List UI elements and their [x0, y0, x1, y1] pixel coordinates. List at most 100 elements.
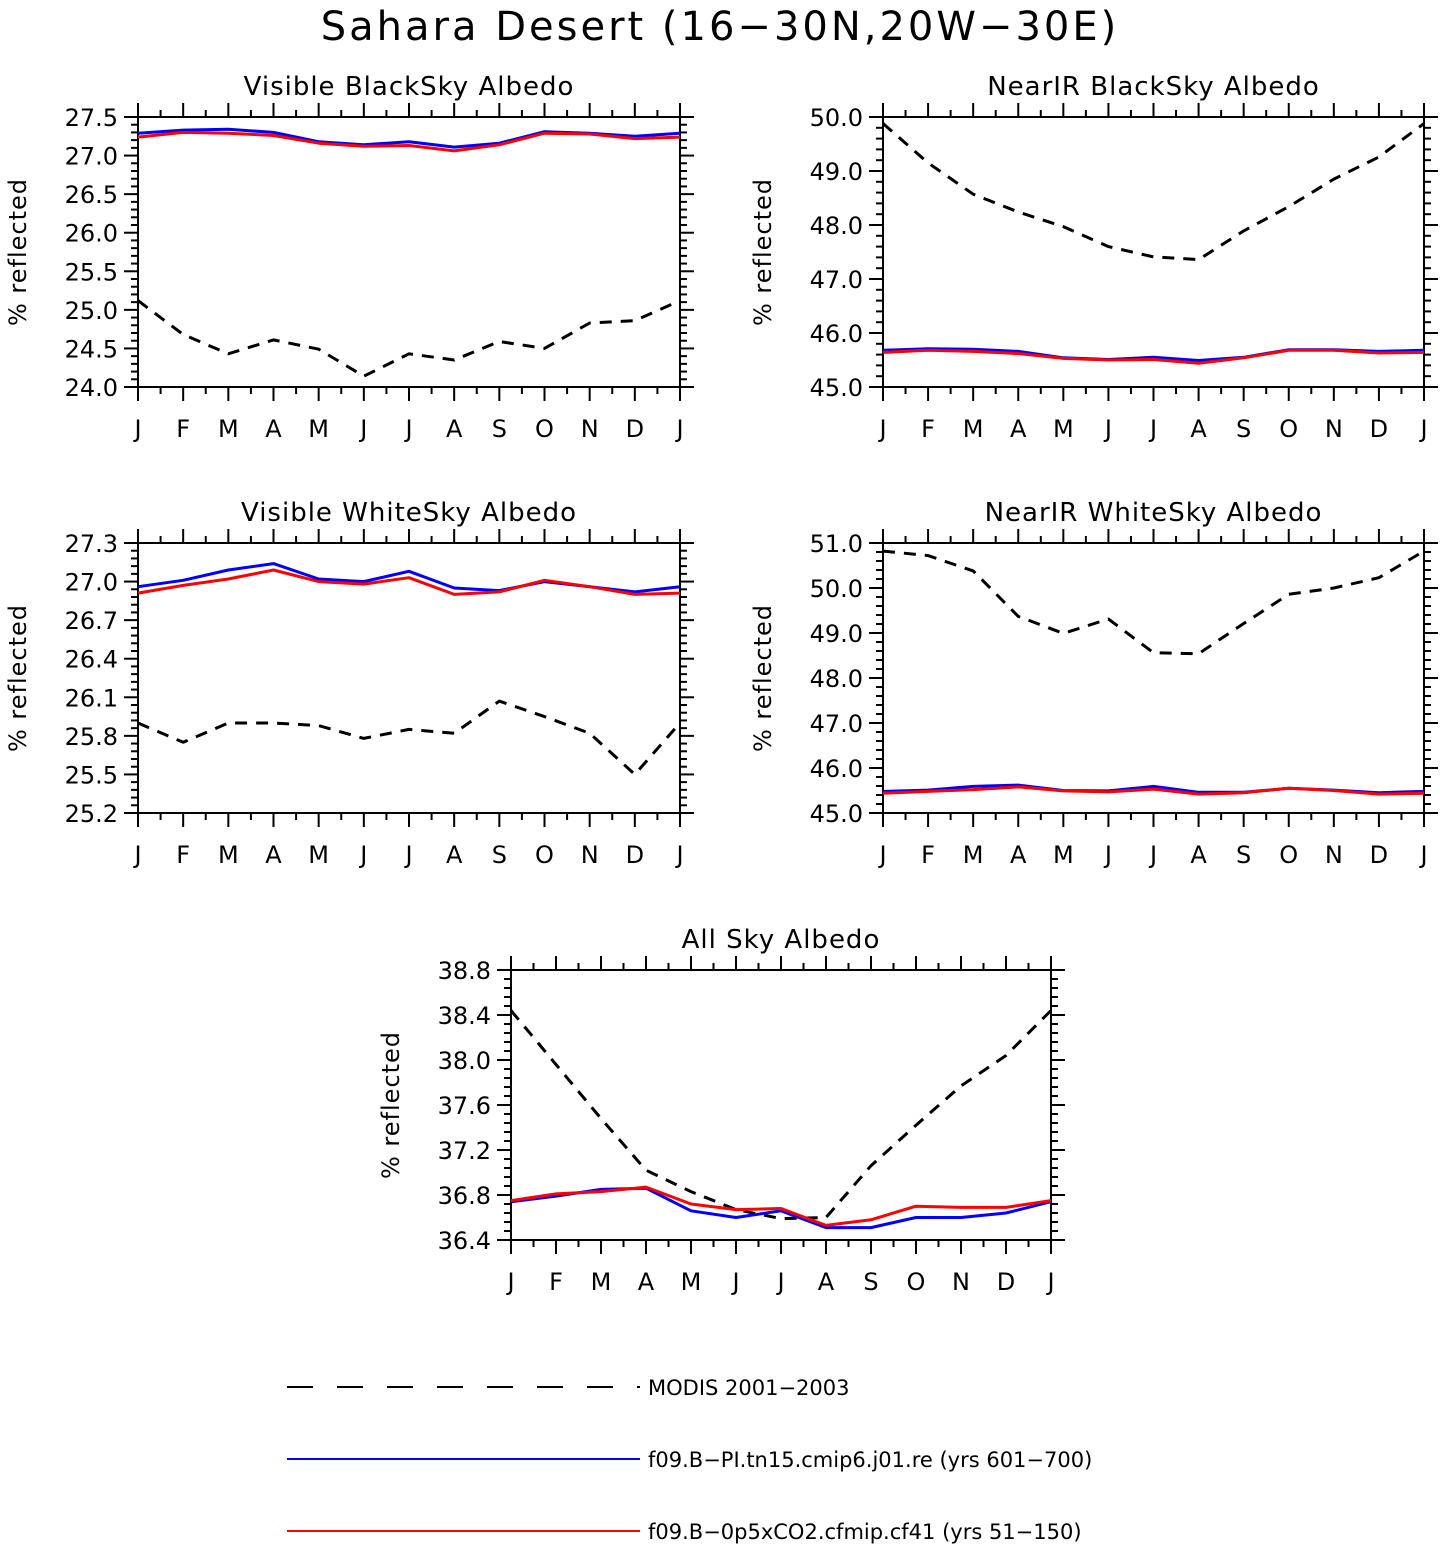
x-tick-label: J: [403, 415, 412, 443]
x-tick-label: J: [674, 415, 683, 443]
y-axis-label: % reflected: [749, 178, 777, 326]
y-tick-label: 47.0: [810, 266, 863, 294]
x-tick-label: D: [1370, 415, 1388, 443]
x-tick-label: M: [218, 841, 239, 869]
legend-label-co2: f09.B−0p5xCO2.cfmip.cf41 (yrs 51−150): [648, 1520, 1082, 1544]
y-tick-label: 49.0: [810, 158, 863, 186]
panel-5: J F M A M J J A S O N D J36.436.837.237.638.038.438.…: [377, 925, 1065, 1296]
x-tick-label: A: [446, 841, 463, 869]
x-tick-label: O: [535, 415, 554, 443]
x-tick-label: J: [1045, 1268, 1054, 1296]
x-tick-label: M: [308, 841, 329, 869]
series-line-co2: [510, 1185, 1052, 1227]
x-tick-label: A: [1010, 415, 1027, 443]
x-tick-label: N: [581, 415, 599, 443]
panel-title: Visible WhiteSky Albedo: [241, 498, 577, 528]
x-tick-label: F: [921, 415, 935, 443]
panel-2: J F M A M J J A S O N D J45.046.047.048.049.050.0Nea…: [749, 72, 1438, 443]
y-tick-label: 25.5: [65, 258, 118, 286]
x-tick-label: A: [265, 415, 282, 443]
series-line-modis: [882, 122, 1425, 262]
x-tick-label: D: [1370, 841, 1388, 869]
x-tick-label: F: [176, 841, 190, 869]
x-tick-label: J: [358, 841, 367, 869]
x-tick-label: J: [403, 841, 412, 869]
panels: J F M A M J J A S O N D J24.024.525.025.526.026.527.…: [4, 72, 1438, 1296]
y-tick-label: 46.0: [810, 320, 863, 348]
x-tick-label: J: [1148, 415, 1157, 443]
series-line-modis: [137, 699, 682, 776]
x-tick-label: D: [997, 1268, 1015, 1296]
y-tick-label: 36.8: [438, 1182, 491, 1210]
y-tick-label: 50.0: [810, 575, 863, 603]
x-tick-label: A: [1190, 415, 1207, 443]
y-tick-label: 27.0: [65, 569, 118, 597]
y-axis-label: % reflected: [377, 1031, 405, 1179]
series-line-modis: [509, 1009, 1053, 1221]
x-tick-label: M: [218, 415, 239, 443]
plot-frame: [882, 116, 1425, 388]
x-tick-label: F: [176, 415, 190, 443]
x-tick-label: M: [963, 841, 984, 869]
figure-title: Sahara Desert (16−30N,20W−30E): [321, 4, 1119, 50]
x-tick-label: J: [358, 415, 367, 443]
x-tick-label: N: [952, 1268, 970, 1296]
y-tick-label: 25.2: [65, 800, 118, 828]
x-tick-label: A: [1190, 841, 1207, 869]
series-line-co2: [882, 348, 1425, 365]
x-tick-label: F: [921, 841, 935, 869]
y-tick-label: 25.0: [65, 297, 118, 325]
y-tick-label: 48.0: [810, 212, 863, 240]
x-tick-label: S: [863, 1268, 878, 1296]
y-tick-label: 26.5: [65, 181, 118, 209]
x-tick-label: O: [907, 1268, 926, 1296]
x-tick-label: M: [591, 1268, 612, 1296]
plot-frame: [510, 969, 1052, 1241]
x-tick-label: J: [1418, 841, 1427, 869]
y-tick-label: 46.0: [810, 755, 863, 783]
y-tick-label: 26.1: [65, 684, 118, 712]
x-tick-label: J: [1148, 841, 1157, 869]
x-tick-label: S: [1236, 841, 1251, 869]
x-tick-label: A: [638, 1268, 655, 1296]
panel-title: NearIR WhiteSky Albedo: [985, 498, 1323, 528]
series-line-co2: [137, 568, 681, 596]
x-tick-label: N: [1325, 841, 1343, 869]
y-tick-label: 38.8: [438, 957, 491, 985]
y-tick-label: 38.0: [438, 1047, 491, 1075]
x-tick-label: M: [308, 415, 329, 443]
legend: MODIS 2001−2003 f09.B−PI.tn15.cmip6.j01.…: [287, 1376, 1092, 1544]
x-tick-label: A: [818, 1268, 835, 1296]
y-tick-label: 25.8: [65, 723, 118, 751]
y-tick-label: 49.0: [810, 620, 863, 648]
x-tick-label: M: [963, 415, 984, 443]
x-tick-label: A: [1010, 841, 1027, 869]
y-tick-label: 26.0: [65, 220, 118, 248]
x-tick-label: S: [492, 841, 507, 869]
x-tick-label: O: [1279, 841, 1298, 869]
y-tick-label: 45.0: [810, 800, 863, 828]
y-tick-label: 26.7: [65, 607, 118, 635]
x-tick-label: F: [549, 1268, 563, 1296]
panel-1: J F M A M J J A S O N D J24.024.525.025.526.026.527.…: [4, 72, 694, 443]
y-tick-label: 27.0: [65, 143, 118, 171]
y-tick-label: 48.0: [810, 665, 863, 693]
legend-label-modis: MODIS 2001−2003: [648, 1376, 850, 1400]
series-line-modis: [137, 299, 681, 378]
x-tick-label: J: [132, 841, 141, 869]
x-tick-label: M: [1053, 415, 1074, 443]
y-tick-label: 24.0: [65, 374, 118, 402]
x-tick-label: J: [132, 415, 141, 443]
x-tick-label: D: [626, 415, 644, 443]
x-tick-label: J: [877, 415, 886, 443]
x-tick-label: J: [1103, 415, 1112, 443]
x-tick-label: N: [581, 841, 599, 869]
y-tick-label: 38.4: [438, 1002, 491, 1030]
series-line-co2: [137, 130, 681, 153]
x-tick-label: J: [674, 841, 683, 869]
x-tick-label: J: [877, 841, 886, 869]
x-tick-label: S: [1236, 415, 1251, 443]
y-axis-label: % reflected: [4, 604, 32, 752]
x-tick-label: N: [1325, 415, 1343, 443]
